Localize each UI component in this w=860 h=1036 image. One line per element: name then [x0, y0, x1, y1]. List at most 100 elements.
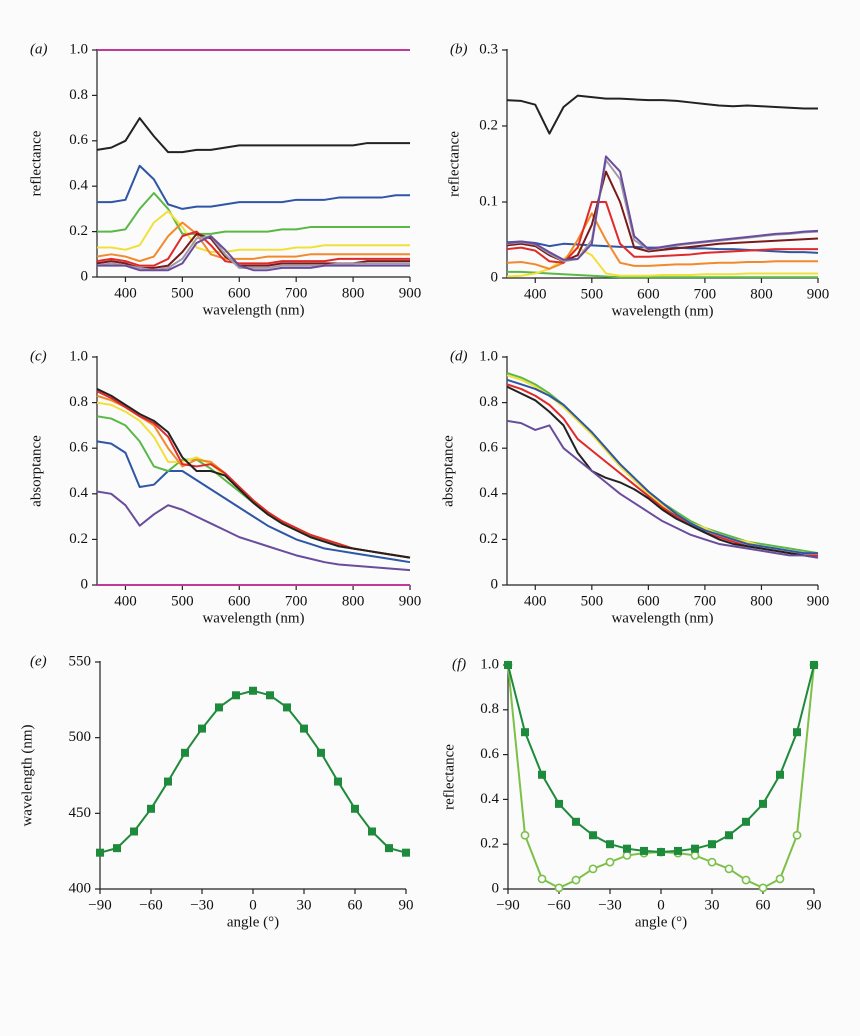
x-tick-label: 600	[228, 593, 251, 609]
marker	[538, 770, 546, 779]
marker	[674, 846, 682, 855]
series-line	[97, 164, 410, 210]
x-tick-label: 900	[807, 286, 830, 302]
marker	[640, 846, 648, 855]
y-axis-label: reflectance	[28, 130, 44, 196]
y-tick-label: 0	[491, 576, 499, 592]
marker	[164, 777, 172, 786]
series-line	[506, 385, 819, 559]
marker	[249, 686, 257, 695]
y-tick-label: 0.2	[480, 836, 499, 852]
marker	[742, 817, 750, 826]
marker	[317, 748, 325, 757]
series-line	[507, 270, 818, 279]
series-line	[97, 235, 410, 272]
x-tick-label: 400	[524, 593, 547, 609]
x-tick-label: 500	[581, 593, 604, 609]
x-tick-label: 500	[171, 285, 194, 301]
x-tick-label: −60	[139, 897, 162, 913]
x-tick-label: 700	[285, 285, 308, 301]
x-axis-label: angle (°)	[635, 914, 687, 930]
panel-label: (c)	[30, 348, 47, 364]
marker	[504, 661, 512, 669]
y-tick-label: 500	[69, 729, 92, 745]
x-tick-label: 90	[807, 897, 822, 913]
series-line	[506, 419, 819, 559]
x-tick-label: 800	[342, 593, 365, 609]
x-axis-label: angle (°)	[227, 914, 279, 930]
y-tick-label: 0	[81, 268, 89, 284]
x-tick-label: 400	[114, 593, 137, 609]
y-tick-label: 0	[492, 880, 500, 896]
series-line	[506, 374, 818, 555]
x-tick-label: 900	[807, 593, 830, 609]
x-tick-label: 900	[399, 593, 422, 609]
y-tick-label: 0.2	[479, 117, 498, 133]
x-tick-label: −30	[190, 897, 213, 913]
series-line	[96, 117, 410, 154]
y-tick-label: 0.8	[69, 394, 88, 410]
y-tick-label: 1.0	[69, 348, 88, 364]
y-tick-label: 0.2	[69, 531, 88, 547]
marker	[385, 844, 393, 853]
x-axis-label: wavelength (nm)	[611, 303, 713, 319]
marker	[198, 724, 206, 733]
y-tick-label: 0.8	[479, 394, 498, 410]
marker	[690, 851, 700, 860]
y-axis-label: reflectance	[441, 744, 457, 810]
marker	[520, 830, 530, 840]
marker	[741, 875, 751, 885]
x-axis-label: wavelength (nm)	[611, 610, 713, 626]
marker	[283, 703, 291, 712]
panel-label: (e)	[30, 653, 47, 669]
marker	[810, 661, 818, 669]
panel-label: (a)	[30, 41, 48, 57]
y-tick-label: 0	[491, 269, 499, 285]
series-line	[506, 383, 818, 557]
marker	[113, 844, 121, 853]
y-tick-label: 450	[69, 805, 92, 821]
x-tick-label: 600	[228, 285, 251, 301]
marker	[759, 799, 767, 808]
marker	[555, 799, 563, 808]
y-tick-label: 0.6	[479, 440, 498, 456]
y-tick-label: 0.2	[69, 223, 88, 239]
x-tick-label: −90	[88, 897, 111, 913]
y-axis-label: absorptance	[440, 435, 456, 507]
x-tick-label: 90	[399, 897, 414, 913]
series-line	[97, 192, 410, 235]
y-tick-label: 0.2	[479, 531, 498, 547]
y-tick-label: 400	[69, 880, 92, 896]
x-tick-label: 0	[249, 897, 257, 913]
series-line	[506, 378, 818, 555]
marker	[724, 864, 734, 874]
x-tick-label: 60	[348, 897, 363, 913]
marker	[775, 874, 785, 884]
series-line	[506, 212, 818, 270]
marker	[605, 857, 615, 867]
marker	[96, 848, 104, 857]
x-tick-label: 900	[399, 285, 422, 301]
marker	[588, 864, 598, 874]
marker	[622, 851, 632, 860]
y-axis-label: absorptance	[28, 435, 44, 507]
x-tick-label: 800	[750, 593, 773, 609]
marker	[606, 840, 614, 849]
y-tick-label: 0.8	[69, 87, 88, 103]
x-tick-label: 500	[581, 286, 604, 302]
marker	[521, 728, 529, 737]
marker	[130, 827, 138, 836]
y-tick-label: 0.6	[69, 132, 88, 148]
series-line	[96, 388, 411, 559]
y-tick-label: 0.6	[480, 746, 499, 762]
marker	[215, 703, 223, 712]
marker	[707, 857, 717, 867]
panel-label: (f)	[452, 656, 466, 672]
y-tick-label: 0.4	[69, 485, 88, 501]
x-tick-label: 700	[694, 593, 717, 609]
marker	[589, 831, 597, 840]
y-tick-label: 1.0	[479, 348, 498, 364]
x-tick-label: 30	[297, 897, 312, 913]
series-line	[506, 94, 818, 135]
